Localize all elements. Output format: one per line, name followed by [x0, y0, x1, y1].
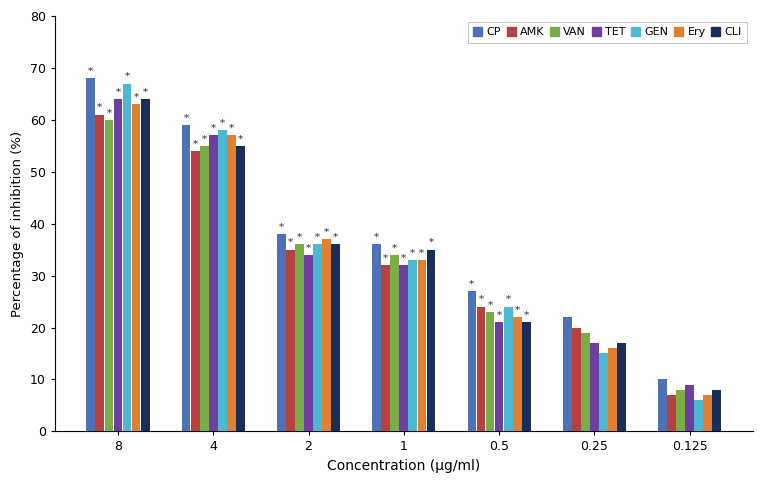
Text: *: * — [523, 311, 529, 320]
Bar — [313, 244, 322, 431]
Bar — [477, 307, 485, 431]
Bar — [590, 343, 599, 431]
Bar — [409, 260, 417, 431]
Bar — [123, 84, 131, 431]
Bar — [608, 348, 617, 431]
Bar — [571, 328, 581, 431]
Text: *: * — [401, 254, 406, 263]
Bar — [563, 317, 571, 431]
Text: *: * — [383, 254, 388, 263]
Bar — [381, 265, 390, 431]
Text: *: * — [89, 67, 93, 76]
Bar — [86, 78, 96, 431]
Bar — [658, 379, 667, 431]
Text: *: * — [469, 280, 474, 288]
Text: *: * — [506, 295, 510, 304]
Bar — [200, 146, 209, 431]
Bar — [400, 265, 408, 431]
Text: *: * — [211, 124, 215, 133]
Bar — [522, 322, 531, 431]
Bar — [277, 234, 286, 431]
Text: *: * — [193, 139, 198, 149]
Bar — [372, 244, 381, 431]
Bar — [286, 250, 295, 431]
Bar — [218, 130, 227, 431]
Bar — [494, 322, 503, 431]
Bar — [390, 255, 399, 431]
Text: *: * — [238, 134, 243, 143]
Bar — [209, 136, 218, 431]
Text: *: * — [497, 311, 502, 320]
Bar — [322, 239, 331, 431]
Text: *: * — [478, 295, 484, 304]
Text: *: * — [419, 248, 425, 257]
Text: *: * — [288, 238, 293, 247]
Bar — [304, 255, 313, 431]
Bar — [236, 146, 244, 431]
Legend: CP, AMK, VAN, TET, GEN, Ery, CLI: CP, AMK, VAN, TET, GEN, Ery, CLI — [468, 22, 747, 43]
Text: *: * — [324, 227, 329, 237]
Text: *: * — [487, 301, 493, 309]
Bar — [712, 390, 721, 431]
Text: *: * — [228, 124, 234, 133]
Bar — [617, 343, 626, 431]
Bar — [685, 385, 694, 431]
Y-axis label: Percentage of inhibition (%): Percentage of inhibition (%) — [11, 131, 24, 317]
Bar — [332, 244, 340, 431]
Text: *: * — [106, 108, 112, 117]
Bar — [96, 115, 104, 431]
Bar — [694, 400, 703, 431]
Bar — [227, 136, 236, 431]
Bar — [131, 105, 141, 431]
Text: *: * — [306, 243, 311, 252]
Bar — [182, 125, 190, 431]
Bar — [426, 250, 435, 431]
Bar — [295, 244, 304, 431]
Text: *: * — [515, 305, 520, 315]
Bar — [417, 260, 426, 431]
Text: *: * — [220, 119, 225, 128]
Bar — [676, 390, 685, 431]
Text: *: * — [333, 233, 338, 242]
Text: *: * — [115, 88, 121, 96]
Bar — [141, 99, 150, 431]
Text: *: * — [143, 88, 147, 96]
Text: *: * — [97, 103, 102, 112]
Bar — [105, 120, 113, 431]
Text: *: * — [410, 248, 416, 257]
Text: *: * — [315, 233, 320, 242]
Text: *: * — [392, 243, 397, 252]
Text: *: * — [279, 223, 284, 231]
Bar — [667, 395, 676, 431]
Text: *: * — [134, 93, 138, 102]
Text: *: * — [429, 238, 433, 247]
Bar — [486, 312, 494, 431]
Bar — [581, 333, 590, 431]
Bar — [468, 291, 476, 431]
Bar — [513, 317, 522, 431]
Text: *: * — [374, 233, 379, 242]
Bar — [503, 307, 513, 431]
Bar — [704, 395, 712, 431]
Bar — [599, 353, 608, 431]
Bar — [191, 151, 199, 431]
Bar — [114, 99, 122, 431]
Text: *: * — [125, 72, 130, 81]
Text: *: * — [202, 134, 207, 143]
Text: *: * — [297, 233, 302, 242]
X-axis label: Concentration (μg/ml): Concentration (μg/ml) — [327, 459, 481, 473]
Text: *: * — [183, 114, 189, 122]
